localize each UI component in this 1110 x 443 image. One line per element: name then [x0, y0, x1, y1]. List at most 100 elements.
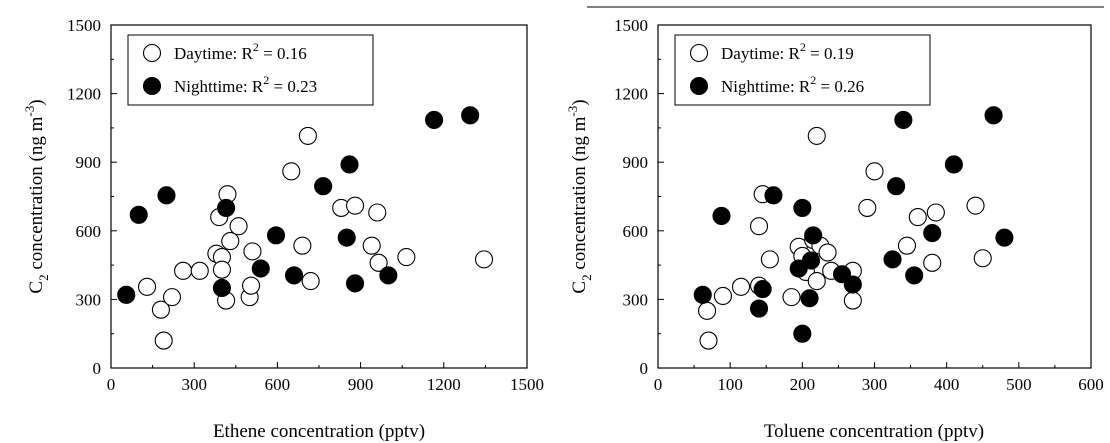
data-point-daytime [782, 288, 801, 307]
data-point-daytime [923, 253, 942, 272]
data-point-daytime [699, 331, 718, 350]
legend-label-daytime: Daytime: R2 = 0.16 [174, 40, 307, 63]
legend-label-nighttime: Nighttime: R2 = 0.23 [174, 73, 317, 96]
x-tick-label: 300 [862, 375, 888, 394]
data-point-nighttime [461, 106, 480, 125]
x-tick-label: 600 [265, 375, 291, 394]
data-point-daytime [973, 249, 992, 268]
data-point-daytime [818, 243, 837, 262]
data-point-daytime [749, 217, 769, 236]
data-point-nighttime [266, 226, 286, 245]
y-tick-label: 0 [93, 359, 102, 378]
legend-marker-nighttime [142, 76, 162, 96]
data-point-daytime [301, 272, 320, 291]
data-point-daytime [154, 331, 173, 350]
data-point-nighttime [944, 155, 963, 174]
y-tick-label: 1500 [614, 16, 648, 35]
data-point-daytime [731, 277, 751, 296]
data-point-nighttime [314, 177, 333, 196]
data-point-nighttime [800, 289, 819, 308]
data-point-daytime [243, 242, 262, 261]
data-point-daytime [346, 196, 365, 215]
data-point-daytime [858, 198, 877, 217]
legend-marker-daytime [689, 43, 709, 63]
data-point-nighttime [793, 198, 812, 217]
x-tick-label: 1500 [510, 375, 544, 394]
data-point-nighttime [887, 177, 906, 196]
data-point-nighttime [764, 186, 783, 205]
data-point-daytime [474, 250, 494, 269]
x-tick-label: 900 [348, 375, 374, 394]
data-point-daytime [282, 162, 301, 181]
data-point-nighttime [793, 324, 812, 343]
data-point-daytime [926, 203, 945, 222]
data-point-nighttime [284, 266, 304, 285]
data-point-nighttime [379, 266, 398, 285]
data-point-nighttime [801, 251, 821, 270]
x-axis-title: Ethene concentration (pptv) [213, 421, 425, 442]
data-point-nighttime [749, 299, 769, 318]
data-point-nighttime [251, 259, 270, 278]
data-point-daytime [897, 236, 917, 255]
data-point-nighttime [129, 205, 148, 224]
legend-label-daytime: Daytime: R2 = 0.19 [721, 40, 854, 63]
data-point-daytime [368, 203, 387, 222]
data-point-daytime [760, 250, 779, 269]
data-point-nighttime [995, 228, 1014, 247]
data-point-daytime [397, 248, 416, 267]
data-point-nighttime [117, 285, 136, 304]
data-point-nighttime [346, 274, 365, 293]
x-tick-label: 1200 [427, 375, 461, 394]
data-point-daytime [221, 232, 240, 251]
y-axis-title: C2 concentration (ng m-3) [22, 99, 51, 293]
data-point-nighttime [804, 226, 823, 245]
data-point-daytime [298, 126, 317, 145]
toluene-scatter-panel: 0 100 200 300 400 500 600 0 300 600 900 1200 1500 Tol… [565, 16, 1104, 442]
data-point-daytime [362, 236, 381, 255]
legend-box [127, 34, 374, 106]
data-point-nighttime [425, 110, 444, 129]
x-tick-label: 300 [181, 375, 207, 394]
data-point-daytime [369, 253, 388, 272]
y-tick-label: 900 [76, 153, 102, 172]
legend-marker-nighttime [689, 76, 709, 96]
legend-label-nighttime: Nighttime: R2 = 0.26 [721, 73, 864, 96]
y-tick-label: 600 [76, 222, 102, 241]
data-point-daytime [807, 272, 826, 291]
y-tick-label: 1200 [67, 85, 101, 104]
y-tick-label: 1500 [67, 16, 101, 35]
data-point-daytime [966, 196, 985, 215]
data-point-nighttime [217, 198, 236, 217]
data-point-daytime [865, 162, 884, 181]
data-point-nighttime [157, 186, 176, 205]
data-point-nighttime [337, 228, 356, 247]
x-axis-title: Toluene concentration (pptv) [764, 421, 984, 442]
data-point-daytime [843, 291, 862, 310]
y-axis-title: C2 concentration (ng m-3) [565, 99, 594, 293]
data-point-nighttime [340, 155, 359, 174]
data-point-daytime [293, 236, 312, 255]
data-point-daytime [698, 301, 717, 320]
data-point-daytime [242, 276, 261, 295]
data-point-daytime [807, 126, 826, 145]
x-tick-label: 200 [790, 375, 816, 394]
data-point-nighttime [883, 250, 902, 269]
data-point-nighttime [693, 285, 712, 304]
data-point-nighttime [843, 275, 862, 294]
x-tick-label: 400 [934, 375, 960, 394]
data-point-daytime [174, 261, 193, 280]
y-tick-label: 0 [640, 359, 649, 378]
data-point-nighttime [905, 266, 924, 285]
x-tick-label: 500 [1006, 375, 1032, 394]
data-point-daytime [138, 277, 157, 296]
data-point-nighttime [894, 110, 913, 129]
x-tick-label: 0 [654, 375, 663, 394]
data-point-daytime [190, 261, 209, 280]
legend-marker-daytime [142, 43, 162, 63]
ethene-scatter-panel: 0 300 600 900 1200 1500 0 300 600 900 1200 1500 Ethe… [22, 16, 544, 442]
x-tick-label: 100 [717, 375, 743, 394]
data-point-daytime [212, 260, 231, 279]
data-point-daytime [162, 288, 182, 307]
x-tick-label: 0 [107, 375, 116, 394]
